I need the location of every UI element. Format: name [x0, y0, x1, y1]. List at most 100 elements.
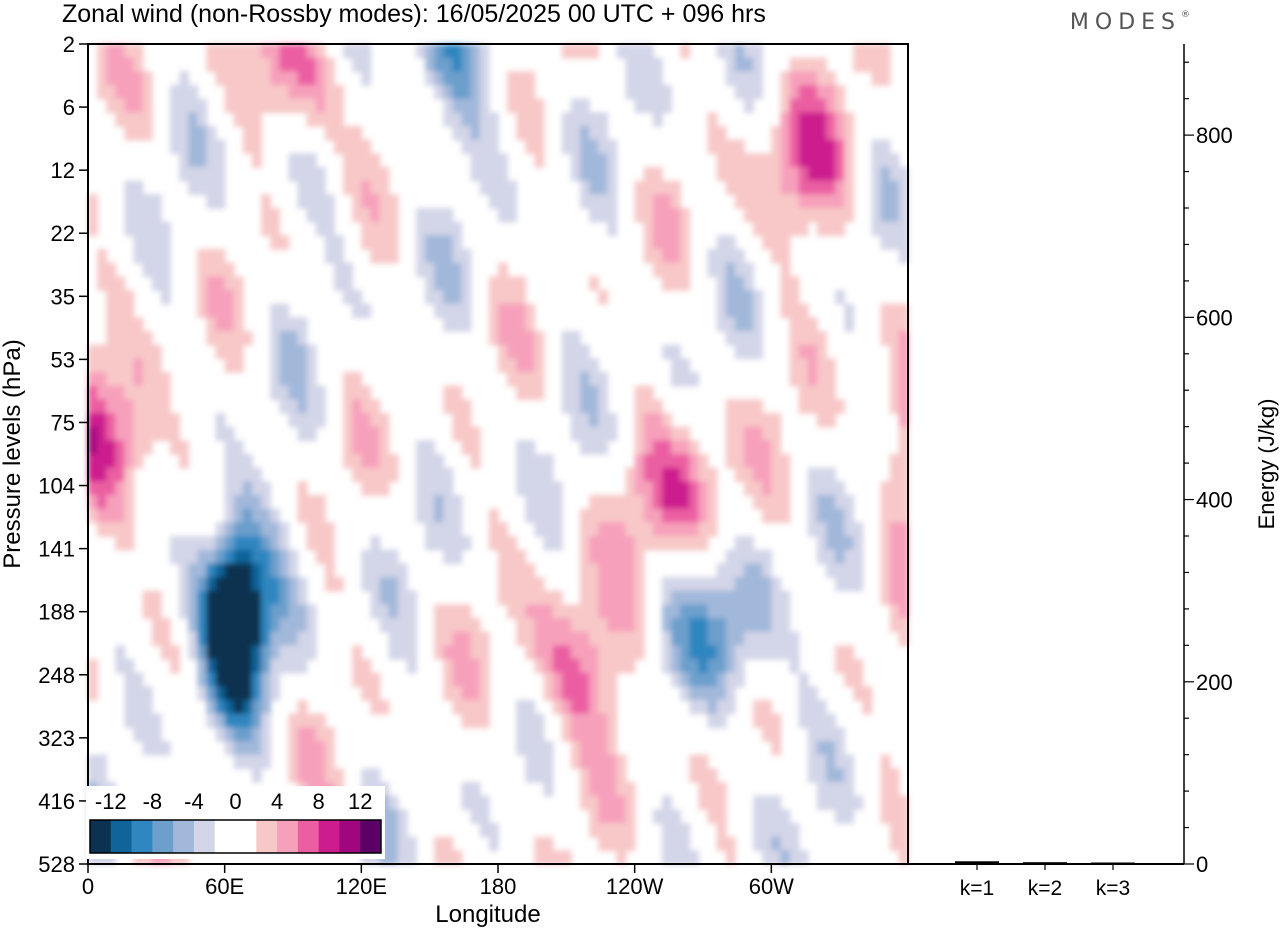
heatmap-cell: [543, 604, 554, 619]
heatmap-cell: [698, 495, 709, 510]
heatmap-cell: [306, 57, 317, 73]
heatmap-cell: [242, 727, 253, 742]
heatmap-cell: [498, 331, 508, 346]
heatmap-cell: [425, 44, 436, 59]
heatmap-cell: [570, 631, 581, 647]
heatmap-cell: [124, 208, 135, 223]
heatmap-cell: [816, 467, 827, 483]
heatmap-cell: [744, 549, 754, 565]
heatmap-cell: [762, 836, 773, 852]
heatmap-cell: [507, 549, 518, 565]
heatmap-cell: [270, 604, 281, 619]
heatmap-cell: [643, 85, 654, 100]
heatmap-cell: [270, 317, 281, 332]
heatmap-cell: [798, 139, 809, 155]
heatmap-cell: [170, 413, 180, 428]
heatmap-cell: [324, 57, 335, 73]
heatmap-cell: [662, 467, 672, 483]
heatmap-cell: [379, 413, 390, 428]
heatmap-cell: [452, 44, 463, 59]
heatmap-cell: [534, 153, 545, 168]
heatmap-cell: [744, 303, 754, 319]
heatmap-cell: [534, 590, 545, 606]
heatmap-cell: [397, 850, 408, 865]
heatmap-cell: [525, 700, 536, 715]
heatmap-cell: [643, 167, 654, 182]
heatmap-cell: [753, 700, 764, 715]
heatmap-cell: [589, 754, 600, 770]
heatmap-cell: [853, 795, 864, 811]
heatmap-cell: [616, 836, 627, 852]
heatmap-cell: [634, 481, 645, 496]
heatmap-cell: [343, 167, 354, 182]
heatmap-cell: [589, 153, 600, 168]
heatmap-cell: [306, 358, 317, 373]
heatmap-cell: [142, 249, 153, 264]
heatmap-cell: [607, 604, 618, 619]
heatmap-cell: [643, 208, 654, 223]
heatmap-cell: [753, 631, 764, 647]
heatmap-cell: [242, 467, 253, 483]
heatmap-cell: [452, 221, 463, 237]
heatmap-cell: [716, 795, 727, 811]
heatmap-cell: [288, 577, 299, 592]
heatmap-cell: [215, 303, 226, 319]
heatmap-cell: [452, 303, 463, 319]
heatmap-cell: [206, 536, 217, 551]
heatmap-cell: [643, 454, 654, 469]
heatmap-cell: [470, 782, 481, 797]
heatmap-cell: [616, 44, 627, 59]
heatmap-cell: [443, 686, 454, 701]
heatmap-cell: [197, 262, 208, 278]
heatmap-cell: [634, 440, 645, 455]
heatmap-cell: [889, 358, 900, 373]
heatmap-cell: [780, 454, 791, 469]
heatmap-cell: [725, 167, 736, 182]
heatmap-cell: [826, 536, 836, 551]
heatmap-cell: [652, 508, 663, 524]
heatmap-cell: [880, 782, 891, 797]
heatmap-cell: [662, 440, 672, 455]
heatmap-cell: [598, 495, 609, 510]
colorbar-swatch: [131, 820, 153, 853]
heatmap-cell: [379, 180, 390, 196]
heatmap-cell: [552, 495, 563, 510]
heatmap-cell: [215, 167, 226, 182]
y-tick-label: 188: [38, 600, 75, 625]
colorbar-swatch: [360, 820, 382, 853]
heatmap-cell: [844, 508, 855, 524]
heatmap-cell: [570, 372, 581, 387]
heatmap-cell: [461, 795, 472, 811]
heatmap-cell: [689, 604, 700, 619]
heatmap-cell: [680, 604, 691, 619]
heatmap-cell: [434, 276, 445, 291]
heatmap-cell: [762, 823, 773, 838]
heatmap-cell: [680, 618, 691, 633]
heatmap-cell: [580, 112, 590, 127]
heatmap-cell: [425, 221, 436, 237]
heatmap-cell: [734, 399, 745, 414]
heatmap-cell: [252, 645, 262, 660]
heatmap-cell: [361, 481, 372, 496]
heatmap-cell: [589, 672, 600, 688]
heatmap-cell: [361, 235, 372, 250]
heatmap-cell: [589, 618, 600, 633]
heatmap-cell: [279, 344, 290, 360]
heatmap-cell: [652, 467, 663, 483]
heatmap-cell: [270, 686, 281, 701]
heatmap-cell: [598, 563, 609, 578]
heatmap-cell: [643, 508, 654, 524]
heatmap-cell: [507, 604, 518, 619]
heatmap-cell: [151, 276, 162, 291]
heatmap-cell: [762, 235, 773, 250]
heatmap-cell: [425, 71, 436, 86]
heatmap-cell: [197, 563, 208, 578]
heatmap-cell: [716, 317, 727, 332]
heatmap-cell: [124, 180, 135, 196]
heatmap-cell: [124, 700, 135, 715]
heatmap-cell: [835, 522, 846, 537]
heatmap-cell: [789, 98, 800, 114]
heatmap-cell: [744, 413, 754, 428]
heatmap-cell: [434, 604, 445, 619]
heatmap-cell: [789, 344, 800, 360]
